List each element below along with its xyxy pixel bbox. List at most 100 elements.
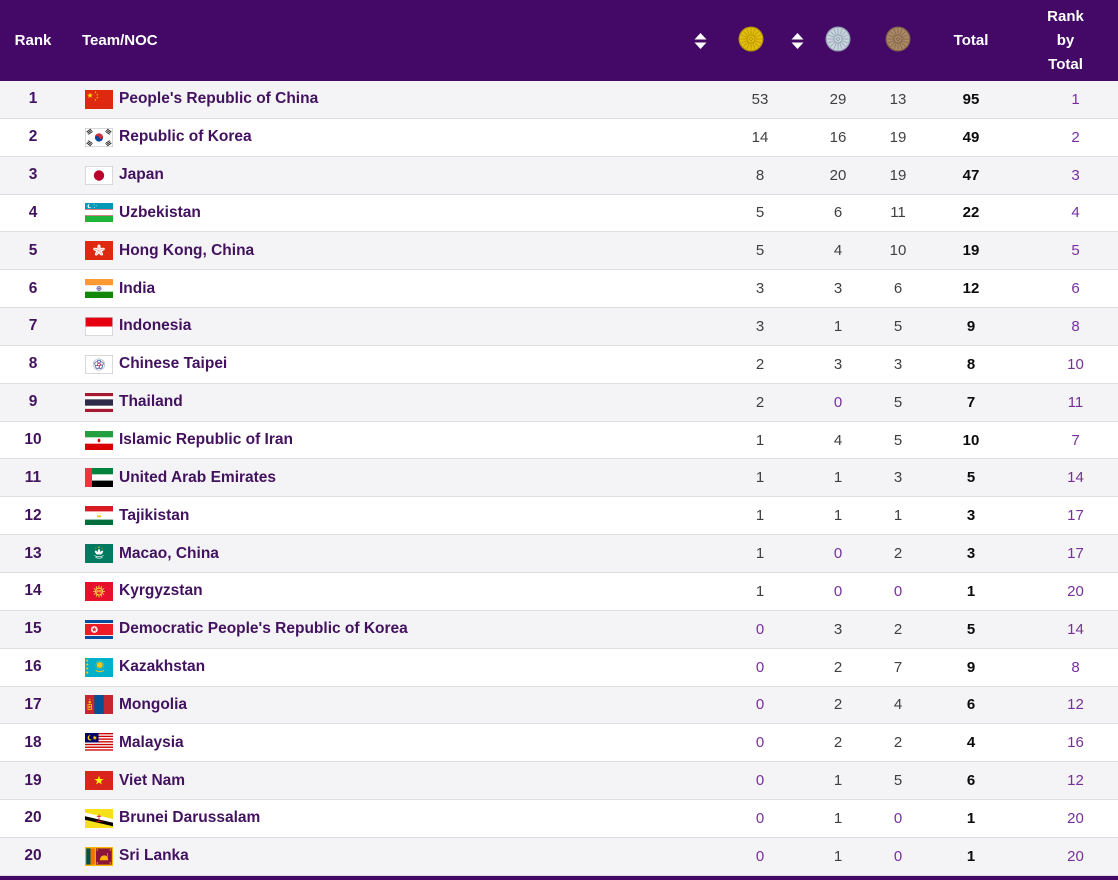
rank-by-total-cell: 2 (1071, 128, 1080, 146)
team-cell[interactable]: Brunei Darussalam (66, 808, 683, 828)
col-header-bronze[interactable] (867, 25, 929, 56)
bronze-count-cell: 2 (893, 620, 903, 638)
total-cell: 7 (966, 393, 976, 411)
col-header-silver[interactable] (809, 25, 867, 56)
flag-icon-jpn (85, 165, 113, 185)
flag-icon-are (85, 468, 113, 488)
gold-count-cell: 1 (755, 469, 765, 487)
total-cell: 5 (966, 620, 976, 638)
team-cell[interactable]: Viet Nam (66, 771, 683, 791)
rank-by-total-cell: 12 (1067, 772, 1084, 790)
total-cell: 1 (966, 582, 976, 600)
gold-count-cell: 2 (755, 393, 765, 411)
flag-icon-lka (85, 846, 113, 866)
gold-count-cell: 0 (755, 772, 765, 790)
team-cell[interactable]: Indonesia (66, 316, 683, 336)
flag-icon-tjk (85, 506, 113, 526)
flag-icon-idn (85, 316, 113, 336)
gold-count-cell: 0 (755, 847, 765, 865)
team-name: Republic of Korea (119, 128, 252, 146)
silver-count-cell: 1 (833, 847, 843, 865)
team-cell[interactable]: Republic of Korea (66, 127, 683, 147)
bronze-count-cell: 19 (889, 128, 907, 146)
team-cell[interactable]: Malaysia (66, 733, 683, 753)
table-row: 13 Macao, China 1 0 2 3 17 (0, 535, 1118, 573)
gold-count-cell: 14 (751, 128, 769, 146)
table-row: 1 People's Republic of China 53 29 13 95… (0, 81, 1118, 119)
flag-icon-hkg (85, 241, 113, 261)
col-header-gold[interactable] (717, 25, 785, 56)
total-cell: 8 (966, 355, 976, 373)
silver-count-cell: 3 (833, 280, 843, 298)
team-cell[interactable]: People's Republic of China (66, 89, 683, 109)
team-cell[interactable]: Hong Kong, China (66, 241, 683, 261)
rank-cell: 18 (24, 733, 42, 751)
bronze-count-cell: 3 (893, 355, 903, 373)
table-row: 19 Viet Nam 0 1 5 6 12 (0, 762, 1118, 801)
gold-count-cell: 53 (751, 90, 769, 108)
team-cell[interactable]: United Arab Emirates (66, 468, 683, 488)
rank-by-total-cell: 20 (1067, 582, 1084, 600)
gold-count-cell: 1 (755, 545, 765, 563)
team-cell[interactable]: Thailand (66, 392, 683, 412)
silver-count-cell: 0 (833, 393, 843, 411)
rank-cell: 15 (24, 620, 42, 638)
team-cell[interactable]: Mongolia (66, 695, 683, 715)
silver-count-cell: 3 (833, 620, 843, 638)
col-header-team: Team/NOC (82, 32, 158, 49)
silver-count-cell: 1 (833, 772, 843, 790)
team-cell[interactable]: Sri Lanka (66, 846, 683, 866)
col-header-rank-by-total: Rank by Total (1047, 7, 1084, 73)
rank-by-total-cell: 3 (1071, 166, 1080, 184)
bronze-count-cell: 5 (893, 431, 903, 449)
team-cell[interactable]: Uzbekistan (66, 203, 683, 223)
flag-icon-chn (85, 89, 113, 109)
team-name: Macao, China (119, 544, 219, 562)
total-cell: 95 (962, 90, 980, 108)
team-cell[interactable]: Democratic People's Republic of Korea (66, 619, 683, 639)
rank-by-total-cell: 16 (1067, 734, 1084, 752)
team-cell[interactable]: Chinese Taipei (66, 354, 683, 374)
bronze-count-cell: 5 (893, 317, 903, 335)
team-cell[interactable]: Kazakhstan (66, 657, 683, 677)
rank-by-total-cell: 1 (1071, 90, 1080, 108)
rank-by-total-cell: 8 (1071, 658, 1080, 676)
sort-button-silver[interactable] (785, 32, 809, 49)
gold-count-cell: 1 (755, 582, 765, 600)
team-name: Kyrgyzstan (119, 582, 203, 600)
team-cell[interactable]: India (66, 279, 683, 299)
silver-count-cell: 2 (833, 734, 843, 752)
silver-count-cell: 1 (833, 507, 843, 525)
bronze-count-cell: 6 (893, 280, 903, 298)
rank-by-total-cell: 5 (1071, 242, 1080, 260)
team-name: Islamic Republic of Iran (119, 431, 293, 449)
bronze-count-cell: 2 (893, 545, 903, 563)
team-cell[interactable]: Japan (66, 165, 683, 185)
rank-cell: 14 (24, 582, 42, 600)
gold-medal-icon (738, 25, 764, 56)
gold-count-cell: 3 (755, 317, 765, 335)
team-name: Chinese Taipei (119, 355, 228, 373)
total-cell: 9 (966, 317, 976, 335)
silver-count-cell: 0 (833, 582, 843, 600)
flag-icon-uzb (85, 203, 113, 223)
team-cell[interactable]: Kyrgyzstan (66, 581, 683, 601)
sort-icon[interactable] (785, 32, 809, 49)
gold-count-cell: 1 (755, 507, 765, 525)
team-cell[interactable]: Tajikistan (66, 506, 683, 526)
sort-icon[interactable] (683, 32, 717, 49)
sort-button-gold[interactable] (683, 32, 717, 49)
rank-by-total-cell: 4 (1071, 204, 1080, 222)
flag-icon-kor (85, 127, 113, 147)
bronze-count-cell: 0 (893, 582, 903, 600)
silver-count-cell: 1 (833, 317, 843, 335)
silver-count-cell: 0 (833, 545, 843, 563)
rank-cell: 20 (24, 847, 42, 865)
flag-icon-tpe (85, 354, 113, 374)
team-cell[interactable]: Macao, China (66, 544, 683, 564)
bronze-count-cell: 4 (893, 696, 903, 714)
table-row: 8 Chinese Taipei 2 3 3 8 10 (0, 345, 1118, 384)
gold-count-cell: 0 (755, 620, 765, 638)
team-cell[interactable]: Islamic Republic of Iran (66, 430, 683, 450)
